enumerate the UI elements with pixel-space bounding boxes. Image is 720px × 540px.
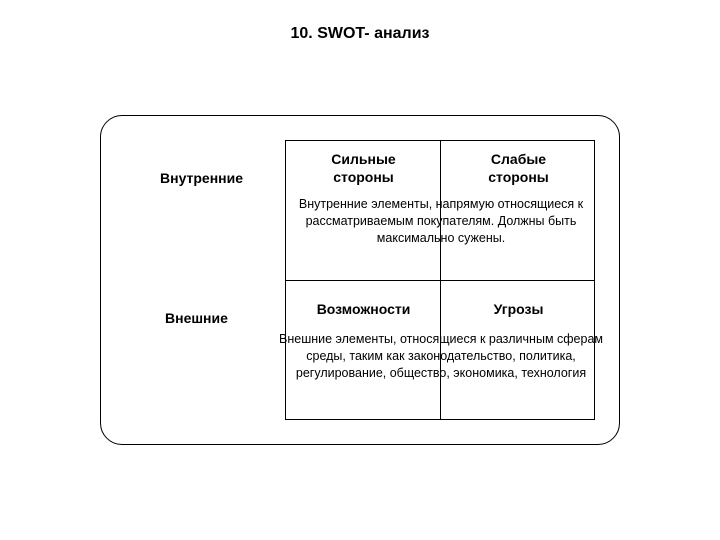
weaknesses-line1: Слабые	[491, 151, 546, 167]
weaknesses-line2: стороны	[488, 169, 549, 185]
row-label-external: Внешние	[165, 310, 228, 326]
description-external: Внешние элементы, относящиеся к различны…	[271, 331, 611, 382]
cell-strengths-header: Сильные стороны	[286, 151, 441, 186]
cell-weaknesses-header: Слабые стороны	[441, 151, 596, 186]
description-internal: Внутренние элементы, напрямую относящиес…	[271, 196, 611, 247]
cell-threats-header: Угрозы	[441, 301, 596, 319]
cell-opportunities-header: Возможности	[286, 301, 441, 319]
row-label-internal: Внутренние	[160, 170, 243, 186]
swot-matrix: Сильные стороны Слабые стороны Возможнос…	[285, 140, 595, 420]
strengths-line2: стороны	[333, 169, 394, 185]
diagram-title: 10. SWOT- анализ	[0, 25, 720, 43]
strengths-line1: Сильные	[331, 151, 395, 167]
